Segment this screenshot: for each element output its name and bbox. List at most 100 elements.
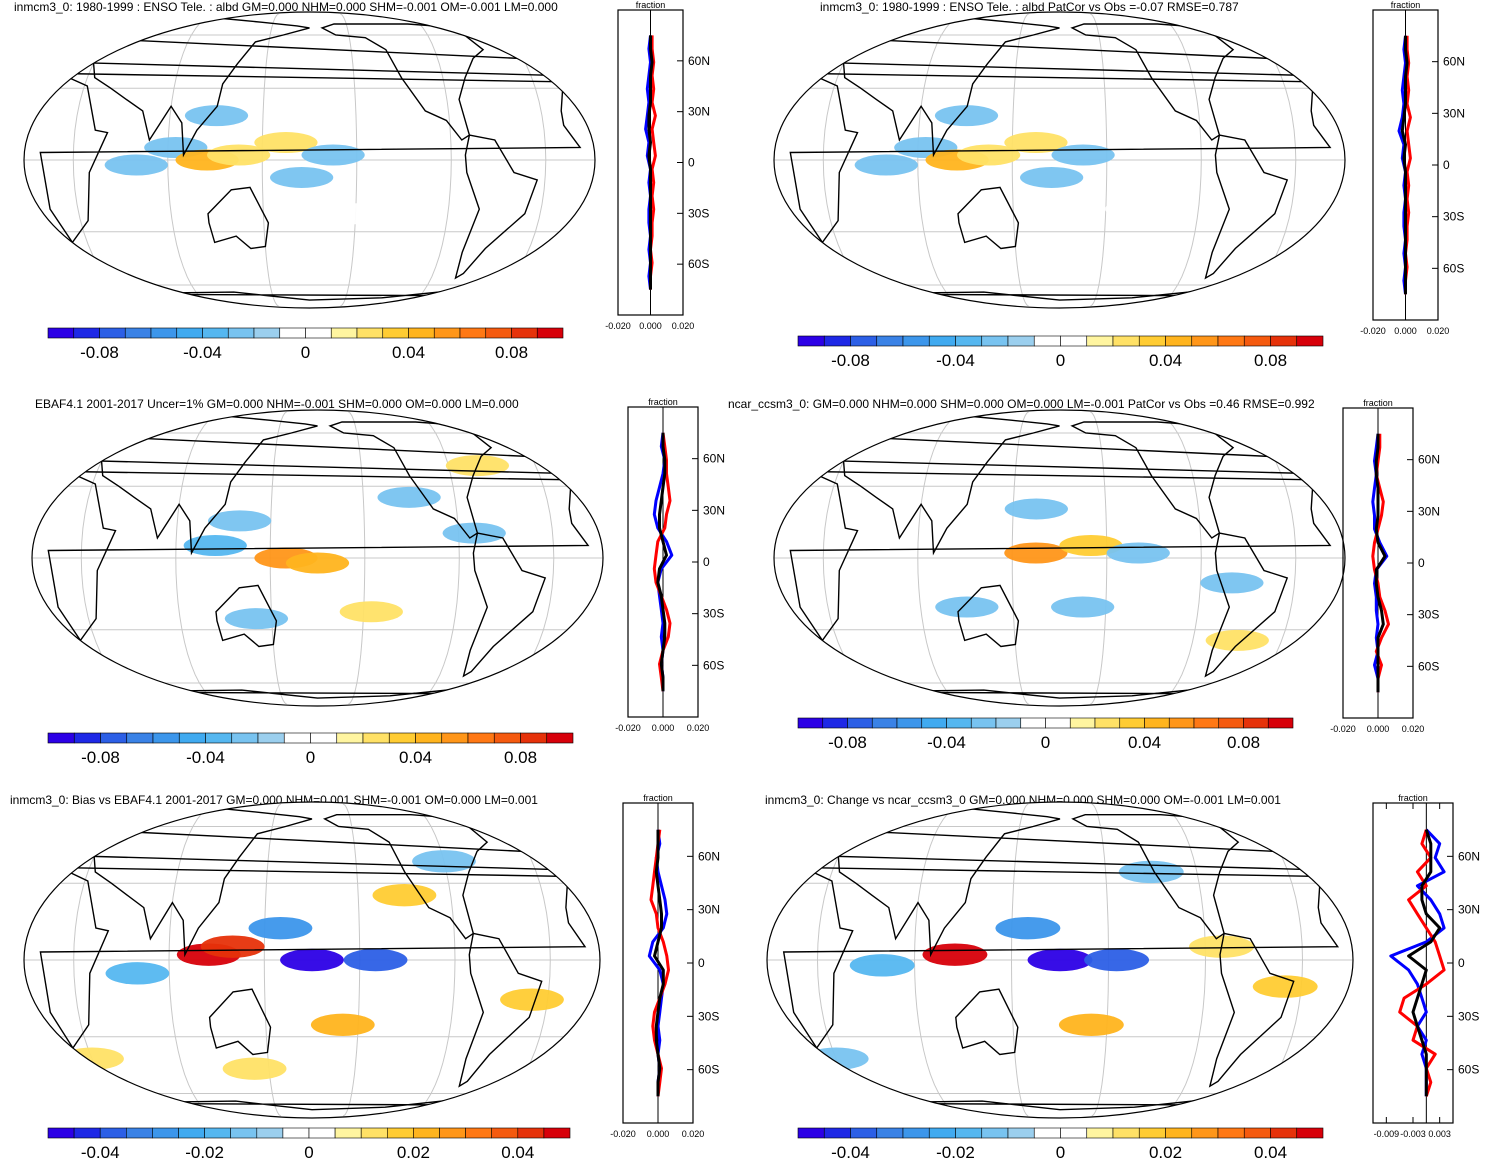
anomaly-patch [849, 954, 915, 977]
colorbar-swatch [1243, 335, 1271, 347]
zonal-lat-label: 60S [1418, 659, 1439, 673]
colorbar-swatch [1112, 1127, 1140, 1139]
panel-title: inmcm3_0: Bias vs EBAF4.1 2001-2017 GM=0… [10, 793, 538, 807]
colorbar-swatch [100, 732, 128, 744]
map-plot [31, 409, 604, 707]
colorbar-swatch [356, 327, 384, 339]
anomaly-patch [934, 105, 999, 127]
lon-gridline [405, 803, 456, 1117]
anomaly-patch [1020, 166, 1084, 188]
anomaly-patch [60, 1047, 124, 1070]
colorbar-swatch [1086, 1127, 1114, 1139]
anomaly-patch [104, 154, 168, 176]
colorbar-tick-label: 0.04 [1128, 733, 1161, 752]
lon-gridline [263, 803, 282, 1117]
colorbar-tick-label: -0.04 [186, 748, 225, 767]
zonal-lat-label: 60N [1458, 849, 1480, 863]
colorbar-tick-label: 0.02 [397, 1143, 430, 1162]
colorbar-swatch [1217, 1127, 1245, 1139]
zonal-lat-label: 60N [1418, 453, 1440, 467]
zonal-axis-label: fraction [648, 397, 678, 407]
colorbar-swatch [99, 327, 126, 339]
colorbar-swatch [823, 335, 851, 347]
colorbar-swatch [152, 732, 180, 744]
colorbar-swatch [1270, 335, 1298, 347]
anomaly-patch [377, 486, 441, 508]
colorbar: -0.08 -0.04 0 0.04 0.08 [797, 335, 1324, 370]
colorbar-swatch [227, 327, 255, 339]
colorbar-swatch [1060, 1127, 1088, 1139]
zonal-lat-label: 60S [688, 257, 709, 271]
colorbar-swatch [970, 717, 997, 729]
anomaly-patch [248, 916, 313, 940]
zonal-mean-plot: fraction -0.020 0.000 0.020 60N 30N 0 30S 60S [615, 397, 725, 733]
colorbar-swatch [797, 335, 825, 347]
colorbar-swatch [99, 1127, 127, 1139]
colorbar-swatch [822, 717, 848, 729]
colorbar-swatch [47, 1127, 75, 1139]
zonal-xtick-label: -0.020 [1330, 724, 1356, 734]
colorbar-swatch [536, 327, 564, 339]
lon-gridline [167, 13, 217, 307]
colorbar-swatch [1033, 335, 1061, 347]
colorbar-swatch [467, 732, 495, 744]
map-border [773, 409, 1346, 707]
zonal-lat-label: 30S [698, 1009, 719, 1023]
lon-gridline [1152, 411, 1202, 705]
colorbar-swatch [360, 1127, 388, 1139]
colorbar-swatch [1119, 717, 1145, 729]
colorbar-swatch [517, 1127, 545, 1139]
anomaly-patch [1004, 132, 1068, 154]
coastline-australia [957, 186, 1020, 250]
colorbar-swatch [871, 717, 898, 729]
coastline-australia [215, 584, 278, 648]
colorbar-swatch [459, 327, 487, 339]
colorbar-tick-label: 0 [1056, 1143, 1065, 1162]
colorbar-swatch [981, 335, 1009, 347]
colorbar-swatch [282, 1127, 310, 1139]
colorbar-swatch [305, 327, 332, 339]
zonal-series-line [647, 35, 654, 290]
colorbar-swatch [955, 335, 983, 347]
coastline-namerica [322, 814, 489, 940]
coastline-namerica [320, 23, 485, 141]
zonal-lat-label: 60N [688, 54, 710, 68]
colorbar-swatch [1007, 1127, 1035, 1139]
colorbar-tick-label: 0 [301, 343, 310, 362]
colorbar-swatch [441, 732, 469, 744]
colorbar-swatch [1138, 335, 1166, 347]
zonal-series-line [653, 829, 665, 1097]
colorbar-swatch [1243, 717, 1269, 729]
zonal-xtick-label: 0.000 [1394, 326, 1417, 336]
zonal-lat-label: 60N [703, 452, 725, 466]
anomaly-patch [854, 154, 918, 176]
colorbar-swatch [1020, 717, 1046, 729]
coastline-australia [957, 584, 1020, 648]
colorbar-swatch [1165, 1127, 1193, 1139]
zonal-lat-label: 30S [1443, 210, 1464, 224]
coastline-namerica [328, 421, 493, 539]
zonal-xtick-label: 0.000 [639, 321, 662, 331]
panel-title: ncar_ccsm3_0: GM=0.000 NHM=0.000 SHM=0.0… [728, 397, 1315, 411]
colorbar-swatch [386, 1127, 414, 1139]
colorbar-swatch [485, 327, 512, 339]
colorbar-swatch [1144, 717, 1170, 729]
coastline-namerica [1070, 421, 1235, 539]
colorbar-tick-label: 0 [306, 748, 315, 767]
coastline-australia [207, 186, 270, 250]
colorbar-swatch [73, 732, 101, 744]
zonal-xtick-label: 0.020 [672, 321, 695, 331]
colorbar-tick-label: 0.04 [392, 343, 425, 362]
zonal-mean-plot: fraction -0.009 -0.003 0.003 60N 30N 0 30S 60S [1372, 793, 1480, 1139]
anomaly-patch [280, 948, 344, 972]
zonal-mean-plot: fraction -0.020 0.000 0.020 60N 30N 0 30S 60S [1330, 398, 1440, 734]
zonal-axis-label: fraction [1391, 0, 1421, 10]
anomaly-patch [310, 1013, 375, 1036]
colorbar-tick-label: 0.04 [399, 748, 432, 767]
colorbar-swatch [797, 717, 824, 729]
coastline-samerica [1204, 532, 1289, 678]
zonal-xtick-label: 0.000 [652, 723, 675, 733]
anomaly-patch [1118, 860, 1184, 884]
coastline-samerica [1208, 932, 1295, 1088]
colorbar-swatch [408, 327, 435, 339]
